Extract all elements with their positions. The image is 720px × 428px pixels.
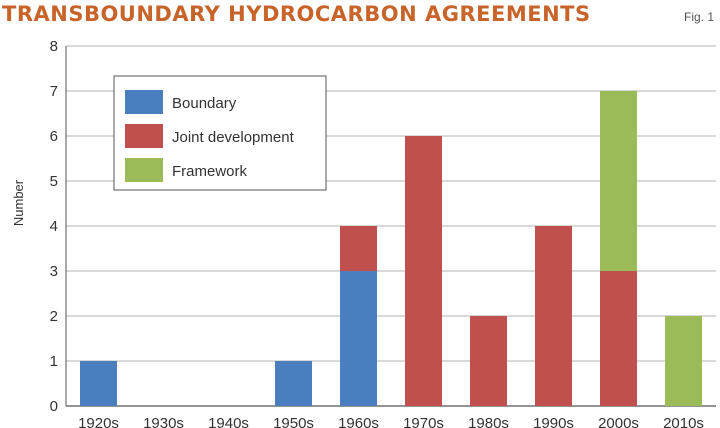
bar-joint-development-1990s xyxy=(535,226,572,406)
y-tick-label: 2 xyxy=(50,308,58,325)
y-tick-label: 7 xyxy=(50,83,58,100)
y-tick-label: 3 xyxy=(50,263,58,280)
y-tick-label: 0 xyxy=(50,398,58,415)
y-axis-label: Number xyxy=(11,179,26,226)
bar-joint-development-1970s xyxy=(405,136,442,406)
x-tick-label: 1990s xyxy=(533,415,574,428)
bar-framework-2000s xyxy=(600,91,637,271)
bars xyxy=(80,91,702,406)
legend-swatch-framework xyxy=(125,158,163,182)
legend-label-joint-development: Joint development xyxy=(172,129,295,146)
legend-swatch-boundary xyxy=(125,90,163,114)
y-tick-label: 6 xyxy=(50,128,58,145)
x-tick-label: 1920s xyxy=(78,415,119,428)
bar-boundary-1960s xyxy=(340,271,377,406)
y-tick-label: 5 xyxy=(50,173,58,190)
bar-joint-development-1980s xyxy=(470,316,507,406)
y-tick-label: 8 xyxy=(50,38,58,55)
figure-number: Fig. 1 xyxy=(683,10,714,24)
legend-swatch-joint-development xyxy=(125,124,163,148)
x-tick-label: 1950s xyxy=(273,415,314,428)
x-tick-label: 2010s xyxy=(663,415,704,428)
x-tick-label: 1940s xyxy=(208,415,249,428)
chart-title: Transboundary Hydrocarbon Agreements xyxy=(2,2,591,26)
bar-framework-2010s xyxy=(665,316,702,406)
y-tick-labels: 0 1 2 3 4 5 6 7 8 xyxy=(50,38,58,415)
legend-label-boundary: Boundary xyxy=(172,95,237,112)
x-tick-label: 1980s xyxy=(468,415,509,428)
y-tick-label: 4 xyxy=(50,218,58,235)
x-tick-label: 1960s xyxy=(338,415,379,428)
x-tick-label: 2000s xyxy=(598,415,639,428)
y-tick-label: 1 xyxy=(50,353,58,370)
x-tick-label: 1930s xyxy=(143,415,184,428)
bar-joint-development-2000s xyxy=(600,271,637,406)
x-tick-label: 1970s xyxy=(403,415,444,428)
bar-joint-development-1960s xyxy=(340,226,377,271)
legend-label-framework: Framework xyxy=(172,163,248,180)
x-tick-labels: 1920s 1930s 1940s 1950s 1960s 1970s 1980s 1990s… xyxy=(78,415,704,428)
bar-boundary-1920s xyxy=(80,361,117,406)
bar-boundary-1950s xyxy=(275,361,312,406)
legend: Boundary Joint development Framework xyxy=(113,75,327,191)
